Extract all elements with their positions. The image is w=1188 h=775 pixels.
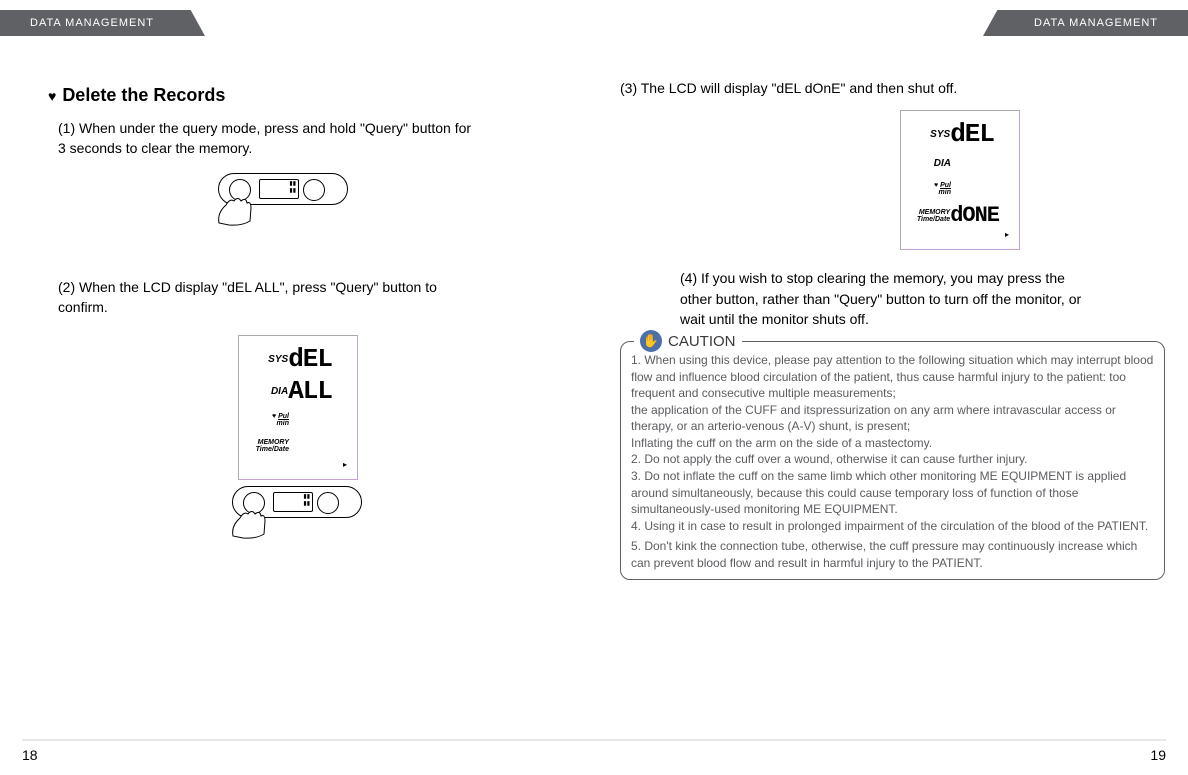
lcd-illustration-del-done: SYS dEL DIA ♥ Pul min MEMORYTime/Date dO	[900, 110, 1165, 250]
caution-p5: 3. Do not inflate the cuff on the same l…	[631, 468, 1154, 518]
heart-icon: ♥	[48, 88, 56, 104]
step-2-text: (2) When the LCD display "dEL ALL", pres…	[58, 277, 478, 318]
lcd-dia-label: DIA	[245, 386, 288, 397]
lcd-seg-del2: dEL	[950, 119, 1013, 149]
section-heading: ♥ Delete the Records	[48, 85, 558, 106]
lcd-pul-label: ♥ Pul min	[245, 413, 289, 427]
step-1-text: (1) When under the query mode, press and…	[58, 118, 478, 159]
lcd-sys-label: SYS	[245, 354, 288, 365]
page-header-left: DATA MANAGEMENT	[0, 10, 205, 36]
caution-p2: the application of the CUFF and itspress…	[631, 402, 1154, 435]
page-number-right: 19	[1150, 747, 1166, 763]
lcd-dia-label-2: DIA	[907, 158, 951, 169]
lcd-seg-del: dEL	[288, 344, 351, 374]
caution-p7: 5. Don't kink the connection tube, other…	[631, 538, 1154, 571]
caution-p3: Inflating the cuff on the arm on the sid…	[631, 435, 1154, 452]
step-4-text: (4) If you wish to stop clearing the mem…	[680, 268, 1100, 329]
left-column: ♥ Delete the Records (1) When under the …	[48, 85, 558, 536]
device-illustration-1: ▮▮▮▮	[218, 173, 558, 223]
footer-divider	[22, 739, 1166, 741]
lcd-memory-label-2: MEMORYTime/Date	[907, 209, 950, 223]
lcd-sys-label-2: SYS	[907, 129, 950, 140]
caution-p1: 1. When using this device, please pay at…	[631, 352, 1154, 402]
hand-icon	[214, 193, 258, 227]
section-title: Delete the Records	[62, 85, 225, 106]
right-column: (3) The LCD will display "dEL dOnE" and …	[620, 78, 1165, 580]
step-3-text: (3) The LCD will display "dEL dOnE" and …	[620, 78, 1080, 98]
caution-p6: 4. Using it in case to result in prolong…	[631, 518, 1154, 535]
caution-box: ✋ CAUTION 1. When using this device, ple…	[620, 341, 1165, 580]
hand-icon	[228, 506, 272, 540]
lcd-seg-all: ALL	[288, 376, 351, 406]
lcd-pul-label-2: ♥ Pul min	[907, 182, 951, 196]
lcd-seg-done: dONE	[950, 203, 1013, 228]
caution-icon: ✋	[640, 330, 662, 352]
lcd-illustration-del-all: SYS dEL DIA ALL ♥ Pul min MEMORYTime/Dat…	[238, 335, 558, 536]
caution-title-text: CAUTION	[668, 333, 736, 350]
lcd-memory-label: MEMORYTime/Date	[245, 439, 289, 453]
caution-p4: 2. Do not apply the cuff over a wound, o…	[631, 451, 1154, 468]
page-header-right: DATA MANAGEMENT	[983, 10, 1188, 36]
page-number-left: 18	[22, 747, 38, 763]
